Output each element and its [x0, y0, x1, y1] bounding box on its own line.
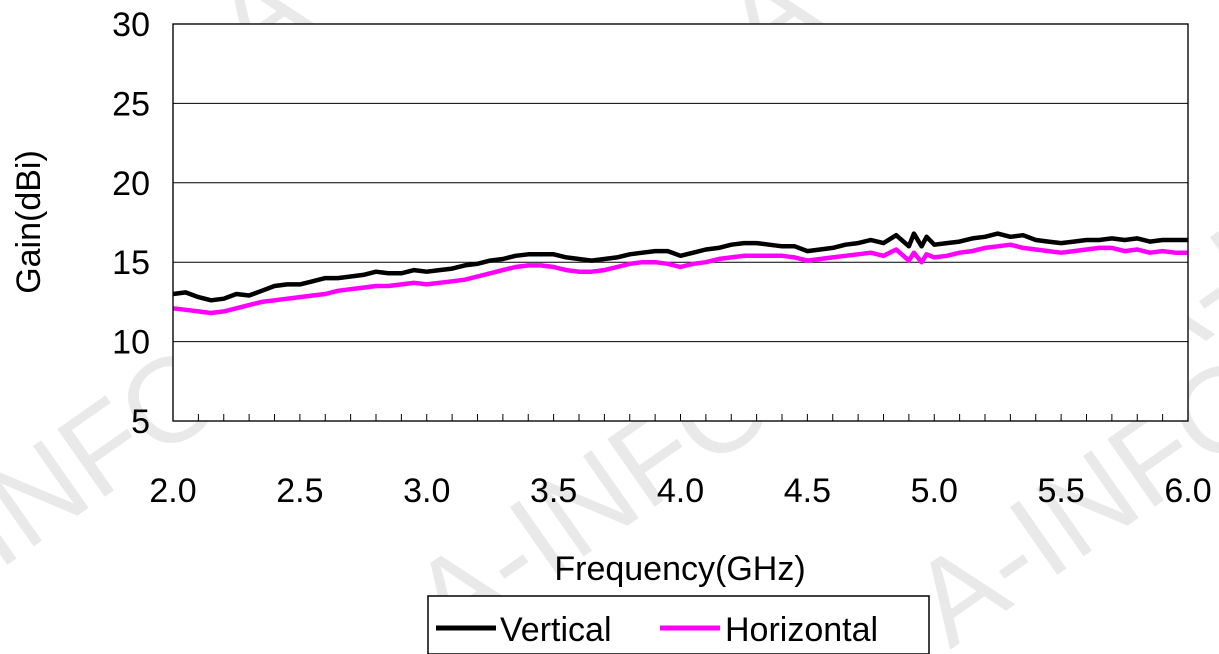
- y-tick-labels: 5 10 15 20 25 30: [112, 6, 150, 441]
- y-tick-label: 25: [112, 85, 150, 123]
- y-tick-label: 15: [112, 244, 150, 282]
- y-tick-label: 5: [131, 403, 150, 441]
- series-line-horizontal: [172, 242, 1188, 316]
- legend-box: [427, 595, 930, 654]
- plot-area: [172, 23, 1189, 422]
- series-layer: [172, 231, 1188, 316]
- y-axis-label: Gain(dBi): [10, 150, 48, 294]
- x-tick-label: 5.5: [1037, 472, 1084, 510]
- legend-label-vertical: Vertical: [500, 611, 612, 649]
- series-line-vertical: [172, 231, 1188, 303]
- y-tick-label: 30: [112, 6, 150, 44]
- x-tick-label: 5.0: [911, 472, 958, 510]
- x-axis-label: Frequency(GHz): [554, 550, 805, 588]
- x-tick-label: 3.0: [403, 472, 450, 510]
- legend-label-horizontal: Horizontal: [725, 611, 878, 649]
- x-tick-labels: 2.0 2.5 3.0 3.5 4.0 4.5 5.0 5.5 6.0: [149, 472, 1211, 510]
- x-tick-label: 3.5: [530, 472, 577, 510]
- plot-area-border: [172, 23, 1189, 422]
- y-tick-label: 20: [112, 165, 150, 203]
- x-tick-label: 2.5: [276, 472, 323, 510]
- x-tick-label: 2.0: [149, 472, 196, 510]
- x-tick-label: 6.0: [1164, 472, 1211, 510]
- legend: Vertical Horizontal: [427, 595, 930, 654]
- x-tick-marks: [197, 414, 1164, 421]
- x-tick-label: 4.5: [784, 472, 831, 510]
- y-tick-label: 10: [112, 324, 150, 362]
- gridlines: [173, 102, 1188, 343]
- x-tick-label: 4.0: [657, 472, 704, 510]
